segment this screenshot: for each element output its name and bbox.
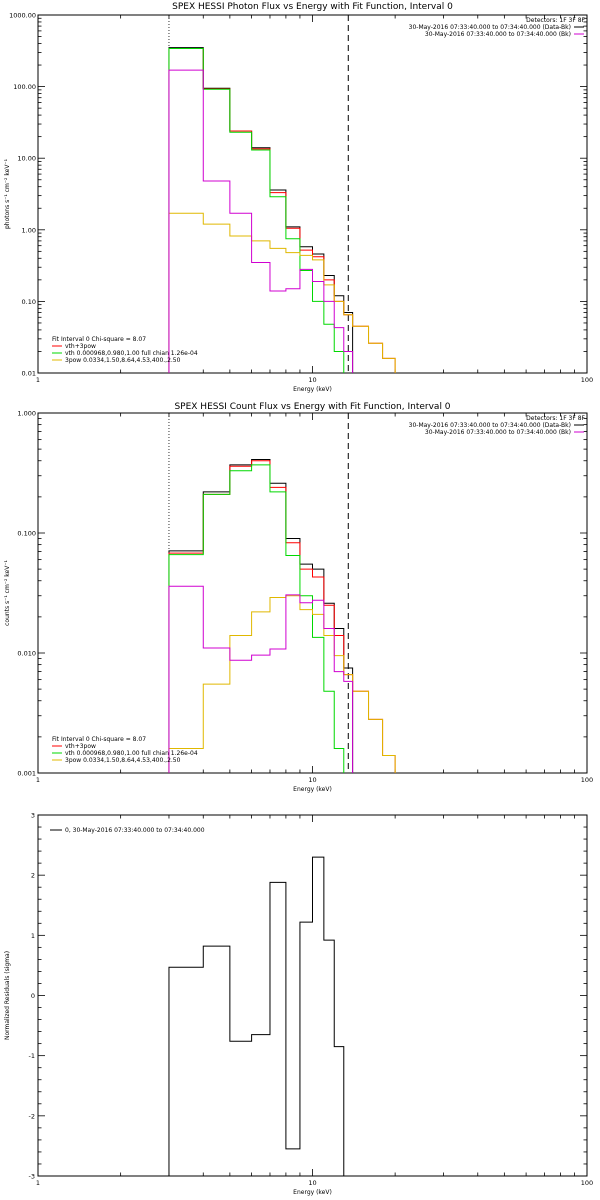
plot-frame [37,412,588,774]
y-tick-label: 0 [31,992,35,1000]
photon-flux-panel: SPEX HESSI Photon Flux vs Energy with Fi… [4,2,593,393]
legend-fit-header: Fit Interval 0 Chi-square = 8.07 [52,736,146,743]
y-tick-label: 10.00 [17,155,36,163]
legend-fit-label: vth 0.000968,0.980,1.00 full chian 1.26e… [65,750,198,757]
y-tick-label: -2 [29,1112,35,1120]
y-axis-label: counts s⁻¹ cm⁻² keV⁻¹ [4,560,11,626]
x-tick-label: 1 [36,776,40,784]
legend-top-label: 30-May-2016 07:33:40.000 to 07:34:40.000… [425,429,571,436]
legend-top-label: 30-May-2016 07:33:40.000 to 07:34:40.000… [425,31,571,38]
x-tick-label: 100 [581,1179,593,1187]
y-tick-label: 1.00 [22,226,36,234]
series-line-3pow [168,212,396,373]
series-line-vth [168,48,345,373]
legend-detectors: Detectors: 1F 3F 8F [526,17,585,24]
legend-fit-header: Fit Interval 0 Chi-square = 8.07 [52,336,146,343]
y-axis-label: Normalized Residuals (sigma) [4,951,11,1040]
x-tick-label: 100 [581,376,593,384]
series-line-0-30-may-2016-07-33- [168,856,345,1176]
x-tick-label: 10 [308,376,316,384]
series-line-data-bk [168,458,354,773]
legend-fit-label: vth+3pow [65,343,96,350]
y-axis-label: photons s⁻¹ cm⁻² keV⁻¹ [4,158,11,229]
series-line-vth [168,464,345,773]
series-line-3pow [168,595,396,773]
y-tick-label: 1000.00 [9,12,36,20]
x-tick-label: 100 [581,776,593,784]
y-tick-label: 0.100 [17,530,36,538]
series-group [168,856,345,1176]
y-tick-label: 3 [31,812,35,820]
count-flux-panel: SPEX HESSI Count Flux vs Energy with Fit… [4,402,593,793]
y-tick-label: 0.010 [17,650,36,658]
legend-fit-label: vth 0.000968,0.980,1.00 full chian 1.26e… [65,350,198,357]
series-line-bk [168,585,354,773]
x-tick-label: 10 [308,1179,316,1187]
y-tick-label: 100.00 [13,83,36,91]
y-tick-label: 1.000 [17,410,36,418]
y-tick-label: -3 [29,1173,35,1181]
x-tick-label: 10 [308,776,316,784]
series-group [168,47,396,373]
legend-fit-label: vth+3pow [65,743,96,750]
legend-fit-label: 3pow 0.0334,1.50,8.64,4.53,400.,2.50 [65,357,181,364]
residuals-panel: 1 10 100 Energy (keV) -3 -2 -1 0 1 2 3 Normalized R… [4,812,593,1197]
series-line-bk [168,69,354,373]
y-tick-label: 0.001 [17,770,36,778]
series-line-data-bk [168,47,354,373]
y-tick-label: 2 [31,872,35,880]
y-tick-label: -1 [29,1052,35,1060]
legend-top-label: 30-May-2016 07:33:40.000 to 07:34:40.000… [409,422,571,429]
plot-frame [37,14,588,374]
x-tick-label: 1 [36,1179,40,1187]
y-tick-label: 0.01 [22,370,36,378]
series-group [168,458,396,773]
chart-title: SPEX HESSI Photon Flux vs Energy with Fi… [172,2,453,12]
legend-top-label: 30-May-2016 07:33:40.000 to 07:34:40.000… [409,24,571,31]
residuals-legend-label: 0, 30-May-2016 07:33:40.000 to 07:34:40.… [65,827,205,834]
x-axis-label: Energy (keV) [293,1189,332,1196]
x-tick-label: 1 [36,376,40,384]
y-tick-label: 0.10 [22,298,36,306]
chart-title: SPEX HESSI Count Flux vs Energy with Fit… [174,402,450,412]
y-tick-label: 1 [31,932,35,940]
x-axis-label: Energy (keV) [293,386,332,393]
x-axis-label: Energy (keV) [293,786,332,793]
legend-fit-label: 3pow 0.0334,1.50,8.64,4.53,400.,2.50 [65,757,181,764]
legend-detectors: Detectors: 1F 3F 8F [526,415,585,422]
